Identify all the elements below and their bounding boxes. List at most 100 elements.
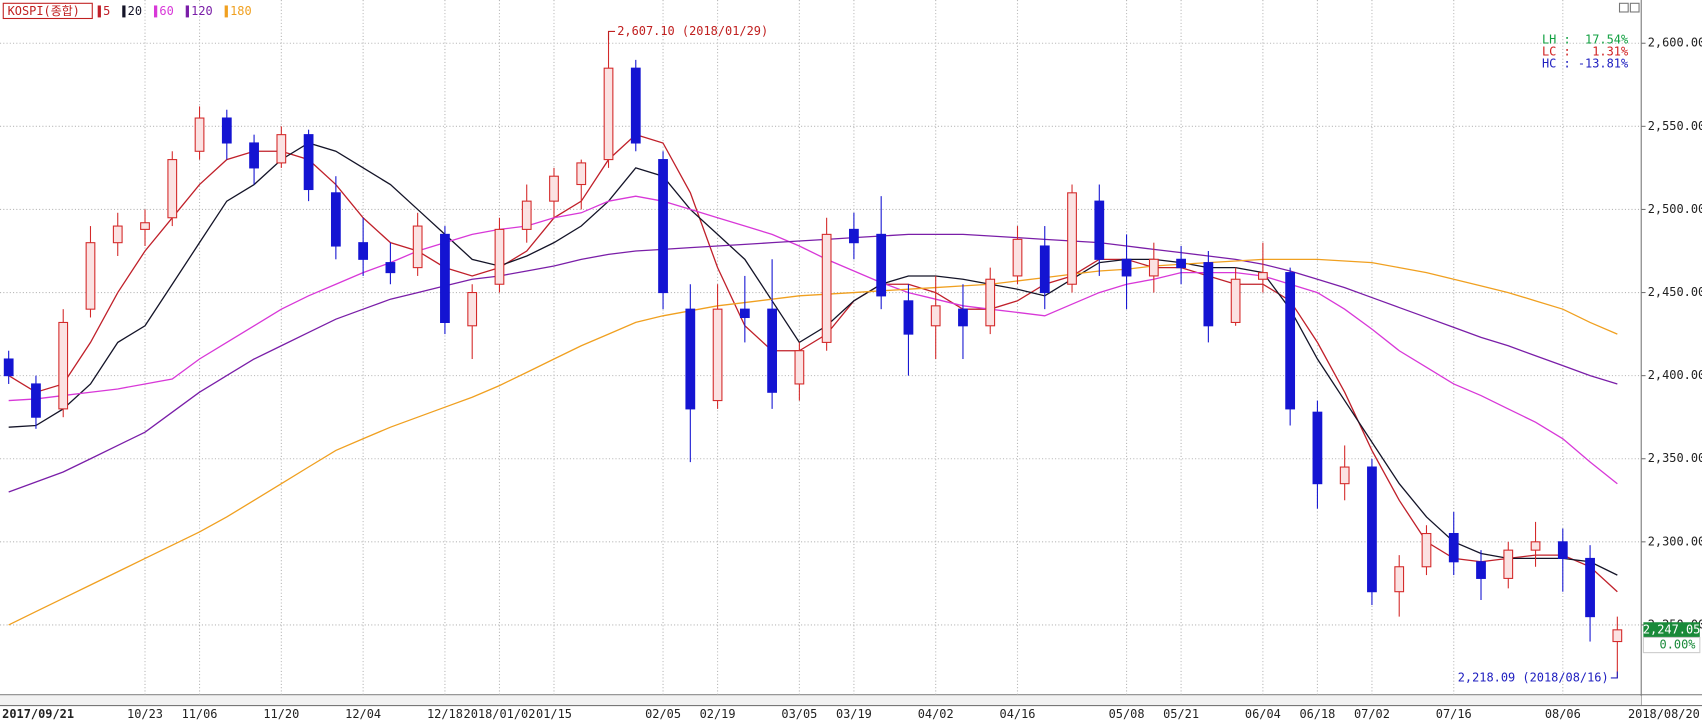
high-label: 2,607.10 (2018/01/29) bbox=[617, 24, 768, 38]
candle-body bbox=[1394, 566, 1405, 593]
ma-line bbox=[8, 233, 1618, 493]
x-tick-label: 04/02 bbox=[918, 707, 954, 721]
candle-body bbox=[1339, 466, 1350, 485]
window-button[interactable] bbox=[1618, 2, 1629, 13]
candle-body bbox=[521, 200, 532, 230]
candle-body bbox=[385, 262, 396, 274]
legend-swatch bbox=[153, 5, 158, 18]
candle-body bbox=[330, 192, 341, 247]
candle-body bbox=[276, 134, 287, 164]
candle-body bbox=[1230, 278, 1241, 324]
candle-body bbox=[1039, 245, 1050, 294]
candle-body bbox=[1585, 557, 1595, 618]
candle-body bbox=[1312, 411, 1323, 485]
candle-body bbox=[221, 117, 232, 144]
y-tick-label: 2,300.00 bbox=[1648, 534, 1702, 548]
x-tick-label: 12/18 bbox=[427, 707, 463, 721]
candle-body bbox=[85, 242, 96, 310]
candle-body bbox=[1367, 466, 1377, 593]
x-tick-label: 02/05 bbox=[645, 707, 681, 721]
candle-body bbox=[1557, 541, 1568, 559]
x-tick-label: 06/04 bbox=[1245, 707, 1281, 721]
x-tick-label: 05/21 bbox=[1163, 707, 1199, 721]
candle-body bbox=[1012, 238, 1023, 277]
x-tick-label: 01/15 bbox=[536, 707, 572, 721]
candle-body bbox=[1476, 561, 1486, 579]
candle-body bbox=[1448, 532, 1459, 563]
x-tick-label: 07/16 bbox=[1436, 707, 1472, 721]
legend-label: 180 bbox=[230, 4, 252, 18]
legend-label: 20 bbox=[128, 4, 142, 18]
candle-body bbox=[1203, 262, 1214, 327]
candle-body bbox=[630, 67, 641, 144]
low-label: 2,218.09 (2018/08/16) bbox=[1458, 670, 1609, 684]
candle-body bbox=[549, 175, 559, 202]
x-tick-label: 08/06 bbox=[1545, 707, 1581, 721]
candle-body bbox=[930, 305, 941, 327]
candle-body bbox=[958, 308, 968, 327]
candle-body bbox=[1258, 272, 1268, 280]
y-tick-label: 2,600.00 bbox=[1648, 36, 1702, 50]
candle-body bbox=[1285, 272, 1296, 410]
last-price-tag bbox=[1643, 622, 1700, 638]
candle-body bbox=[1530, 541, 1541, 551]
candle-body bbox=[603, 67, 614, 161]
candle-body bbox=[112, 225, 123, 244]
change-tag bbox=[1642, 636, 1701, 654]
candle-body bbox=[849, 228, 859, 244]
candles bbox=[3, 31, 1623, 678]
candle-body bbox=[903, 300, 914, 335]
low-pointer bbox=[1610, 671, 1618, 679]
candle-body bbox=[140, 222, 150, 230]
legend-box bbox=[2, 2, 93, 20]
x-tick-label: 11/06 bbox=[182, 707, 218, 721]
candle-body bbox=[167, 159, 178, 219]
x-tick-label: 12/04 bbox=[345, 707, 381, 721]
candle-body bbox=[1148, 258, 1159, 277]
x-tick-label: 11/20 bbox=[263, 707, 299, 721]
x-tick-label: 02/19 bbox=[700, 707, 736, 721]
ma-line bbox=[8, 142, 1618, 576]
x-tick-label: 10/23 bbox=[127, 707, 163, 721]
candle-body bbox=[685, 308, 696, 410]
ma-line bbox=[8, 195, 1618, 485]
candle-body bbox=[739, 308, 750, 319]
y-tick-label: 2,400.00 bbox=[1648, 368, 1702, 382]
candle-body bbox=[58, 321, 69, 410]
candle-body bbox=[985, 278, 996, 327]
stat-label: LH : 17.54% bbox=[1542, 33, 1628, 47]
candle-body bbox=[194, 117, 205, 152]
legend-title: KOSPI(종합) bbox=[8, 4, 80, 18]
sub-panel bbox=[0, 695, 1642, 706]
candle-body bbox=[1094, 200, 1105, 260]
x-tick-label: 2018/01/02 bbox=[464, 707, 536, 721]
y-tick-label: 2,350.00 bbox=[1648, 451, 1702, 465]
change-label: 0.00% bbox=[1660, 638, 1696, 652]
candle-body bbox=[767, 308, 777, 393]
x-tick-label: 05/08 bbox=[1109, 707, 1145, 721]
x-tick-label: 07/02 bbox=[1354, 707, 1390, 721]
candle-body bbox=[658, 159, 668, 294]
y-tick-label: 2,450.00 bbox=[1648, 285, 1702, 299]
legend: KOSPI(종합) 5 20 60 120 180 bbox=[2, 2, 252, 20]
x-tick-label: 04/16 bbox=[1000, 707, 1036, 721]
legend-swatch bbox=[97, 5, 101, 18]
candle-body bbox=[1121, 258, 1132, 277]
candle-body bbox=[3, 358, 14, 377]
candle-body bbox=[1176, 258, 1186, 269]
candle-body bbox=[303, 134, 314, 191]
x-tick-label: 03/19 bbox=[836, 707, 872, 721]
y-tick-label: 2,500.00 bbox=[1648, 202, 1702, 216]
candle-body bbox=[440, 233, 450, 324]
stat-label: HC : -13.81% bbox=[1542, 57, 1628, 71]
stat-label: LC : 1.31% bbox=[1542, 45, 1628, 59]
window-button[interactable] bbox=[1629, 2, 1640, 13]
legend-label: 60 bbox=[159, 4, 173, 18]
high-pointer bbox=[607, 30, 616, 41]
candle-body bbox=[31, 383, 41, 418]
candle-body bbox=[412, 225, 423, 269]
y-tick-label: 2,550.00 bbox=[1648, 119, 1702, 133]
candle-body bbox=[494, 228, 505, 285]
last-price-label: 2,247.05 bbox=[1643, 622, 1701, 636]
